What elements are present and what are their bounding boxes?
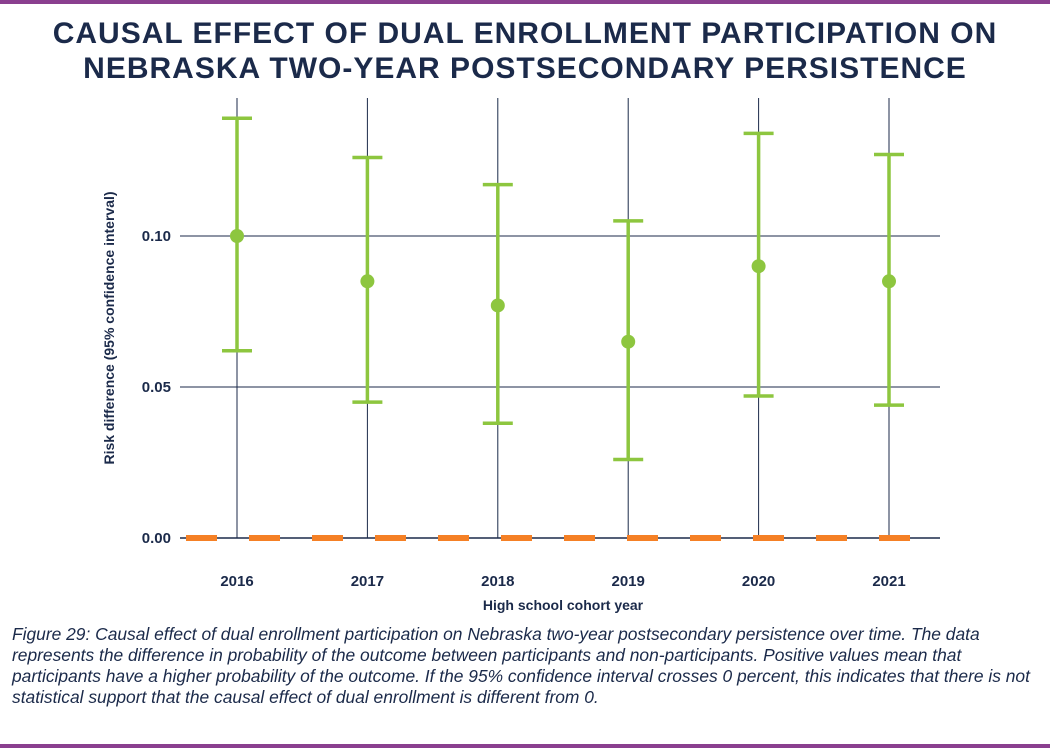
figure-caption: Figure 29: Causal effect of dual enrollm…: [12, 624, 1030, 707]
grid-layer: [180, 98, 940, 539]
data-point-2018: [490, 298, 505, 313]
data-point-2020: [751, 259, 766, 274]
x-tick-label-2021: 2021: [872, 573, 905, 590]
y-tick-label-0.10: 0.10: [142, 228, 171, 245]
chart-title-line-2: NEBRASKA TWO-YEAR POSTSECONDARY PERSISTE…: [83, 52, 967, 85]
data-point-2021: [882, 274, 896, 289]
x-tick-label-2016: 2016: [220, 573, 253, 590]
data-point-2019: [621, 334, 636, 349]
top-rule: [0, 0, 1050, 4]
data-point-2017: [360, 274, 375, 289]
chart-title-line-1: CAUSAL EFFECT OF DUAL ENROLLMENT PARTICI…: [52, 17, 998, 50]
chart-title: CAUSAL EFFECT OF DUAL ENROLLMENT PARTICI…: [0, 16, 1050, 86]
bottom-rule: [0, 744, 1050, 748]
y-tick-label-0.00: 0.00: [142, 530, 171, 547]
data-layer: [222, 116, 904, 462]
x-tick-label-2017: 2017: [351, 573, 384, 590]
y-tick-label-0.05: 0.05: [142, 379, 171, 396]
x-axis-title: High school cohort year: [483, 597, 644, 613]
label-layer: 0.00 0.05 0.10 2016 2017 2018 2019 2020 2021: [142, 228, 906, 590]
chart-area: 0.00 0.05 0.10 2016 2017 2018 2019 2020 2021 Hig…: [101, 98, 940, 613]
x-tick-label-2020: 2020: [742, 573, 775, 590]
data-point-2016: [230, 229, 244, 243]
x-tick-label-2018: 2018: [481, 573, 514, 590]
y-axis-title: Risk difference (95% confidence interval…: [101, 191, 117, 464]
x-tick-label-2019: 2019: [612, 573, 645, 590]
